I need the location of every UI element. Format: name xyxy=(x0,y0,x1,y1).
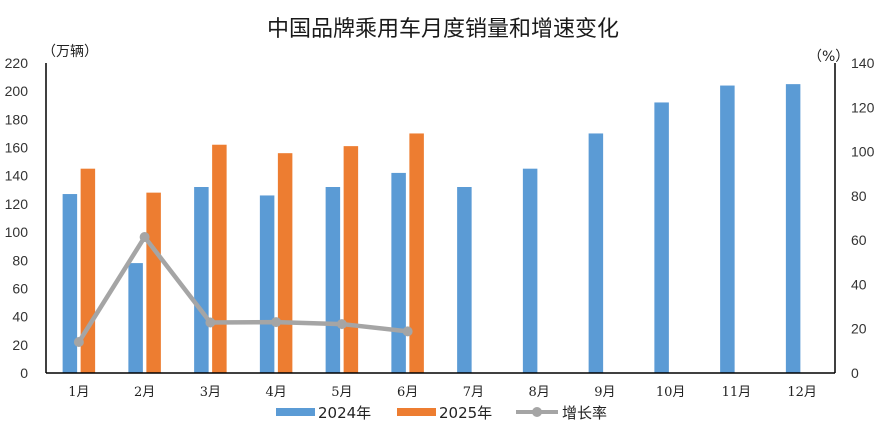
bar-2024年-9月 xyxy=(588,133,604,373)
right-axis-tick-label: 120 xyxy=(851,99,875,115)
bar-2024年-4月 xyxy=(259,195,275,373)
left-axis-tick-label: 200 xyxy=(5,83,29,99)
growth-rate-marker xyxy=(73,337,84,347)
bar-2024年-3月 xyxy=(194,187,209,373)
left-axis-tick-label: 120 xyxy=(5,196,29,212)
left-axis-tick-label: 140 xyxy=(5,168,29,184)
left-axis-tick-label: 20 xyxy=(12,337,28,353)
legend-item-增长率: 增长率 xyxy=(516,404,607,422)
legend: 2024年 2025年 增长率 xyxy=(276,404,607,422)
category-label: 4月 xyxy=(265,385,286,400)
bar-2025年-2月 xyxy=(146,192,161,373)
right-axis-tick-label: 0 xyxy=(851,365,859,381)
growth-rate-polyline xyxy=(76,234,408,344)
legend-swatch xyxy=(276,408,315,416)
right-axis-tick-label: 80 xyxy=(851,188,867,204)
left-axis-tick-label: 220 xyxy=(5,55,29,71)
growth-rate-marker xyxy=(402,326,413,337)
growth-rate-marker xyxy=(205,317,216,328)
left-axis-tick-label: 80 xyxy=(12,252,28,268)
left-axis-tick-label: 40 xyxy=(12,309,28,325)
bar-2024年-1月 xyxy=(62,194,78,373)
chart-title: 中国品牌乘用车月度销量和增速变化 xyxy=(267,17,619,42)
category-label: 11月 xyxy=(722,385,752,400)
category-label: 7月 xyxy=(463,385,484,400)
right-axis-tick-label: 140 xyxy=(851,55,875,71)
right-axis-tick-label: 100 xyxy=(851,144,875,160)
legend-label: 2025年 xyxy=(439,404,492,422)
bar-2024年-7月 xyxy=(457,187,472,373)
legend-swatch-marker xyxy=(532,407,542,417)
growth-rate-line xyxy=(73,232,413,347)
legend-label: 2024年 xyxy=(318,404,371,422)
right-axis-ticks: 0 20 40 60 80 100 120 140 xyxy=(851,55,875,381)
category-label: 9月 xyxy=(594,385,615,400)
bar-2024年-8月 xyxy=(522,168,538,373)
bar-2024年-11月 xyxy=(720,85,735,373)
bar-2025年-5月 xyxy=(343,146,359,373)
legend-label: 增长率 xyxy=(562,404,607,422)
bar-series xyxy=(62,84,801,374)
category-label: 5月 xyxy=(331,385,352,400)
left-axis-tick-label: 180 xyxy=(5,111,29,127)
category-labels: 1月 2月 3月 4月 5月 6月 7月 8月 9月 10月 11月 12月 xyxy=(68,385,817,400)
bar-2024年-5月 xyxy=(325,187,341,373)
bar-2025年-6月 xyxy=(409,133,424,373)
category-label: 2月 xyxy=(134,385,155,400)
category-label: 10月 xyxy=(656,385,686,400)
right-axis-unit-label: （%） xyxy=(808,49,849,65)
left-axis-tick-label: 60 xyxy=(12,280,28,296)
legend-item-2025年: 2025年 xyxy=(397,404,492,422)
right-axis-tick-label: 40 xyxy=(851,276,867,292)
bar-2024年-12月 xyxy=(785,84,801,374)
left-axis-tick-label: 160 xyxy=(5,140,29,156)
bar-2024年-2月 xyxy=(128,263,143,373)
category-label: 3月 xyxy=(200,385,221,400)
category-label: 1月 xyxy=(68,385,89,400)
category-label: 8月 xyxy=(528,385,549,400)
bar-2024年-10月 xyxy=(654,102,669,374)
growth-rate-marker xyxy=(139,232,150,243)
axes xyxy=(45,63,836,374)
legend-item-2024年: 2024年 xyxy=(276,404,371,422)
bar-2025年-4月 xyxy=(277,153,293,373)
bar-2024年-6月 xyxy=(391,172,406,373)
legend-swatch xyxy=(397,408,436,416)
growth-rate-marker xyxy=(271,317,282,328)
right-axis-tick-label: 60 xyxy=(851,232,867,248)
left-axis-ticks: 0 20 40 60 80 100 120 140 160 180 200 220 xyxy=(5,55,29,381)
category-label: 6月 xyxy=(397,385,418,400)
growth-rate-marker xyxy=(336,319,347,330)
left-axis-unit-label: （万辆） xyxy=(42,44,98,60)
left-axis-tick-label: 100 xyxy=(5,224,29,240)
category-label: 12月 xyxy=(787,385,817,400)
left-axis-tick-label: 0 xyxy=(20,365,28,381)
right-axis-tick-label: 20 xyxy=(851,321,867,337)
bar-2025年-3月 xyxy=(212,144,227,373)
